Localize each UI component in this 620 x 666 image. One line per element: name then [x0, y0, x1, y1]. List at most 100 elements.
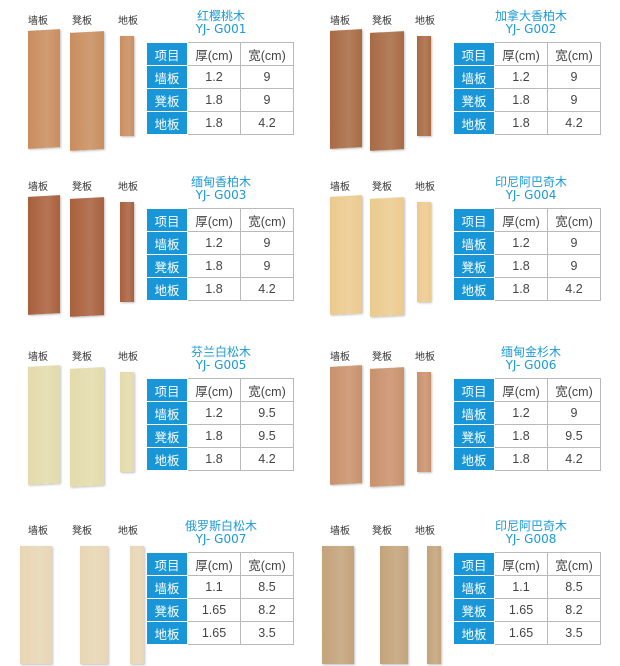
spec-cell: 1.2: [187, 65, 241, 89]
spec-row: 墙板 1.1 8.5: [146, 575, 294, 599]
spec-cell: 9.5: [240, 424, 294, 448]
bench-board-image: [70, 367, 104, 487]
bench-board-image: [370, 367, 404, 487]
spec-row: 凳板 1.8 9: [146, 88, 294, 112]
spec-row: 地板 1.65 3.5: [453, 621, 601, 645]
spec-cell: 8.2: [547, 598, 601, 622]
floor-board-image: [120, 36, 134, 136]
spec-row: 凳板 1.65 8.2: [453, 598, 601, 622]
spec-cell: 1.65: [494, 598, 548, 622]
spec-cell: 1.8: [187, 447, 241, 471]
spec-cell: 凳板: [146, 424, 188, 448]
spec-cell: 墙板: [453, 65, 495, 89]
product-code: YJ- G006: [505, 358, 557, 372]
spec-cell: 1.65: [187, 598, 241, 622]
product-code: YJ- G003: [195, 188, 247, 202]
spec-cell: 1.8: [494, 254, 548, 278]
spec-cell: 3.5: [240, 621, 294, 645]
spec-cell: 墙板: [453, 575, 495, 599]
bench-board-image: [380, 546, 408, 664]
spec-cell: 1.2: [494, 231, 548, 255]
board-label: 凳板: [372, 16, 392, 27]
spec-row: 地板 1.8 4.2: [146, 447, 294, 471]
spec-header-row: 项目 厚(cm) 宽(cm): [453, 378, 601, 402]
spec-table: 项目 厚(cm) 宽(cm) 墙板 1.2 9 凳板 1.8 9 地板 1.8 4.2: [453, 208, 601, 301]
spec-cell: 地板: [146, 111, 188, 135]
spec-cell: 9: [240, 231, 294, 255]
spec-cell: 地板: [453, 277, 495, 301]
spec-cell: 9: [240, 254, 294, 278]
spec-cell: 4.2: [547, 111, 601, 135]
spec-header-row: 项目 厚(cm) 宽(cm): [146, 552, 294, 576]
spec-row: 墙板 1.2 9: [453, 65, 601, 89]
spec-table: 项目 厚(cm) 宽(cm) 墙板 1.2 9.5 凳板 1.8 9.5 地板 1.8 4.2: [146, 378, 294, 471]
spec-cell: 4.2: [240, 277, 294, 301]
board-label: 墙板: [330, 526, 350, 537]
spec-table: 项目 厚(cm) 宽(cm) 墙板 1.1 8.5 凳板 1.65 8.2 地板 1.65 3.5: [146, 552, 294, 645]
spec-table: 项目 厚(cm) 宽(cm) 墙板 1.2 9 凳板 1.8 9 地板 1.8 4.2: [453, 42, 601, 135]
spec-cell: 墙板: [453, 401, 495, 425]
product-name: 印尼阿巴奇木: [494, 175, 567, 189]
spec-header-row: 项目 厚(cm) 宽(cm): [146, 208, 294, 232]
product-title: 缅甸香柏木 YJ- G003: [146, 176, 296, 202]
spec-cell: 9: [547, 88, 601, 112]
spec-header-cell: 宽(cm): [240, 552, 294, 576]
board-label: 凳板: [72, 352, 92, 363]
spec-row: 地板 1.8 4.2: [453, 111, 601, 135]
spec-cell: 凳板: [453, 88, 495, 112]
spec-row: 凳板 1.65 8.2: [146, 598, 294, 622]
spec-cell: 地板: [146, 277, 188, 301]
spec-header-cell: 宽(cm): [547, 378, 601, 402]
spec-cell: 1.8: [494, 447, 548, 471]
spec-header-cell: 宽(cm): [240, 42, 294, 66]
spec-row: 墙板 1.2 9: [453, 231, 601, 255]
spec-cell: 9: [547, 254, 601, 278]
spec-cell: 1.65: [494, 621, 548, 645]
floor-board-image: [120, 372, 134, 472]
spec-cell: 1.1: [187, 575, 241, 599]
spec-cell: 9: [240, 88, 294, 112]
spec-header-cell: 项目: [453, 42, 495, 66]
product-code: YJ- G005: [195, 358, 247, 372]
product-title: 缅甸金杉木 YJ- G006: [456, 346, 606, 372]
spec-cell: 9: [547, 231, 601, 255]
spec-row: 地板 1.8 4.2: [453, 447, 601, 471]
product-code: YJ- G004: [505, 188, 557, 202]
floor-board-image: [417, 372, 431, 472]
product-card: 墙板 凳板 地板 印尼阿巴奇木 YJ- G008 项目 厚(cm) 宽(cm) 墙板 1.1 8.5…: [310, 510, 620, 666]
spec-cell: 1.8: [187, 254, 241, 278]
product-title: 印尼阿巴奇木 YJ- G004: [456, 176, 606, 202]
spec-cell: 1.8: [187, 111, 241, 135]
spec-cell: 9: [547, 65, 601, 89]
spec-row: 凳板 1.8 9: [146, 254, 294, 278]
board-label: 地板: [415, 352, 435, 363]
spec-cell: 凳板: [146, 254, 188, 278]
spec-cell: 凳板: [146, 88, 188, 112]
wall-board-image: [20, 546, 52, 664]
bench-board-image: [370, 197, 404, 317]
spec-cell: 墙板: [146, 231, 188, 255]
spec-cell: 地板: [453, 621, 495, 645]
spec-cell: 1.8: [187, 424, 241, 448]
spec-row: 地板 1.8 4.2: [146, 277, 294, 301]
board-label: 凳板: [372, 352, 392, 363]
board-label: 凳板: [372, 182, 392, 193]
board-label: 凳板: [372, 526, 392, 537]
spec-cell: 凳板: [453, 254, 495, 278]
spec-cell: 8.2: [240, 598, 294, 622]
spec-header-cell: 宽(cm): [547, 42, 601, 66]
spec-cell: 凳板: [453, 598, 495, 622]
spec-cell: 4.2: [240, 111, 294, 135]
spec-header-cell: 厚(cm): [187, 552, 241, 576]
spec-header-row: 项目 厚(cm) 宽(cm): [146, 42, 294, 66]
spec-header-cell: 厚(cm): [494, 208, 548, 232]
spec-header-row: 项目 厚(cm) 宽(cm): [146, 378, 294, 402]
bench-board-image: [70, 197, 104, 317]
spec-cell: 地板: [453, 111, 495, 135]
spec-header-cell: 项目: [453, 378, 495, 402]
board-label: 凳板: [72, 526, 92, 537]
spec-header-row: 项目 厚(cm) 宽(cm): [453, 42, 601, 66]
spec-row: 凳板 1.8 9.5: [453, 424, 601, 448]
product-name: 加拿大香柏木: [494, 9, 567, 23]
spec-cell: 1.8: [494, 277, 548, 301]
